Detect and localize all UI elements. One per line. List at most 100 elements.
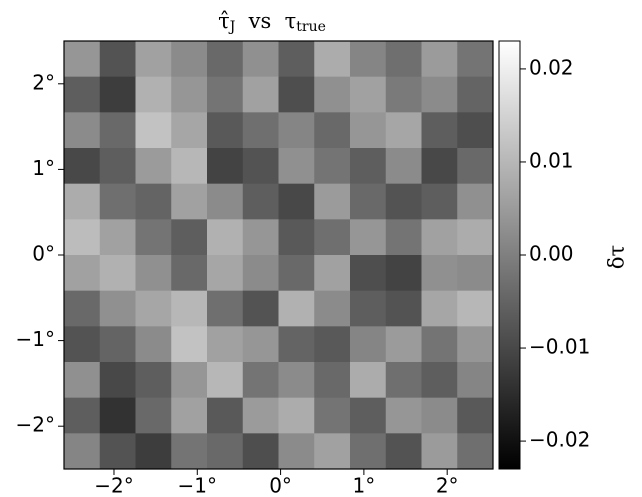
cell — [99, 362, 136, 399]
title-part: τ̂ — [218, 9, 230, 33]
cell — [207, 433, 244, 470]
cell — [385, 183, 422, 220]
cell — [135, 112, 172, 149]
cell — [242, 76, 279, 113]
cell — [242, 255, 279, 292]
cell — [171, 41, 208, 78]
cell — [385, 148, 422, 185]
cell — [242, 148, 279, 185]
cell — [171, 183, 208, 220]
cell — [421, 148, 458, 185]
cell — [278, 41, 315, 78]
cell — [457, 362, 494, 399]
cell — [99, 433, 136, 470]
cell — [385, 326, 422, 363]
colorbar-label: δτ — [605, 245, 629, 269]
cell — [278, 397, 315, 434]
cell — [314, 290, 351, 327]
cell — [171, 219, 208, 256]
cell — [135, 219, 172, 256]
cell — [457, 41, 494, 78]
cell — [314, 183, 351, 220]
cell — [350, 397, 387, 434]
cell — [385, 219, 422, 256]
cell — [135, 183, 172, 220]
cell — [135, 76, 172, 113]
cell — [350, 183, 387, 220]
cell — [135, 362, 172, 399]
cell — [314, 362, 351, 399]
y-tick-label: −1° — [16, 327, 55, 351]
cell — [64, 326, 101, 363]
cell — [242, 41, 279, 78]
cell — [242, 112, 279, 149]
cell — [242, 433, 279, 470]
title-part: τ — [285, 9, 297, 33]
cell — [421, 397, 458, 434]
cell — [457, 219, 494, 256]
cell — [171, 290, 208, 327]
cell — [385, 255, 422, 292]
colorbar-tick-label: 0.02 — [529, 55, 574, 79]
cell — [242, 362, 279, 399]
cell — [350, 219, 387, 256]
cell — [99, 148, 136, 185]
cell — [278, 290, 315, 327]
chart-title: τ̂J vs τtrue — [218, 9, 326, 36]
cell — [99, 219, 136, 256]
cell — [314, 433, 351, 470]
cell — [314, 255, 351, 292]
cell — [314, 76, 351, 113]
cell — [207, 148, 244, 185]
cell — [350, 326, 387, 363]
cell — [135, 397, 172, 434]
cell — [207, 219, 244, 256]
x-tick-label: −2° — [94, 474, 133, 497]
cell — [242, 219, 279, 256]
cell — [171, 76, 208, 113]
cell — [64, 433, 101, 470]
cell — [64, 290, 101, 327]
cell — [350, 76, 387, 113]
x-tick-label: −1° — [178, 474, 217, 497]
cell — [350, 290, 387, 327]
cell — [207, 290, 244, 327]
cell — [99, 76, 136, 113]
cell — [385, 397, 422, 434]
cell — [385, 112, 422, 149]
cell — [242, 397, 279, 434]
cell — [314, 326, 351, 363]
cell — [171, 362, 208, 399]
cell — [278, 433, 315, 470]
cell — [242, 183, 279, 220]
cell — [421, 219, 458, 256]
cell — [421, 326, 458, 363]
cell — [135, 255, 172, 292]
heatmap — [64, 41, 494, 470]
cell — [421, 183, 458, 220]
cell — [278, 219, 315, 256]
y-tick-label: 2° — [32, 70, 55, 94]
cell — [278, 148, 315, 185]
cell — [385, 76, 422, 113]
cell — [314, 219, 351, 256]
cell — [350, 112, 387, 149]
cell — [64, 41, 101, 78]
cell — [314, 41, 351, 78]
cell — [457, 326, 494, 363]
cell — [421, 433, 458, 470]
cell — [278, 183, 315, 220]
y-tick-label: 1° — [32, 156, 55, 180]
cell — [350, 255, 387, 292]
cell — [278, 76, 315, 113]
cell — [457, 112, 494, 149]
cell — [457, 397, 494, 434]
cell — [457, 255, 494, 292]
cell — [99, 326, 136, 363]
cell — [207, 397, 244, 434]
cell — [242, 326, 279, 363]
cell — [385, 433, 422, 470]
cell — [135, 326, 172, 363]
y-tick-label: −2° — [16, 413, 55, 437]
